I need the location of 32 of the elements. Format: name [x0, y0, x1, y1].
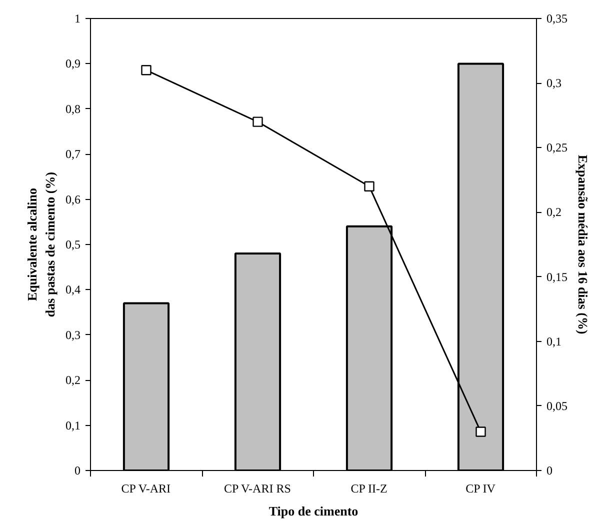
- y2-tick-label: 0: [546, 464, 552, 478]
- y-tick-label: 0,8: [66, 102, 80, 116]
- y2-tick-label: 0,05: [546, 398, 568, 413]
- y2-tick-label: 0,35: [546, 12, 568, 26]
- y2-tick-label: 0,2: [546, 205, 562, 220]
- bar: [122, 302, 170, 470]
- y-tick-label: 0,6: [66, 192, 80, 206]
- y-tick-label: 0,2: [66, 373, 80, 388]
- x-tick-label: CP V-ARI RS: [224, 482, 291, 496]
- y-tick-label: 1: [74, 12, 80, 26]
- y-axis-title: Equivalente alcalino das pastas de cimento (%): [24, 172, 58, 318]
- x-tick-label: CP V-ARI: [121, 482, 171, 496]
- bar: [234, 252, 282, 470]
- y2-tick-label: 0,15: [546, 270, 568, 284]
- y2-tick-label: 0,25: [546, 140, 568, 155]
- x-axis-title: Tipo de cimento: [268, 504, 358, 518]
- point: [364, 181, 374, 192]
- y-tick-label: 0,7: [66, 147, 80, 162]
- point: [141, 65, 152, 76]
- y-tick-label: 0,5: [66, 238, 80, 252]
- y2-tick-label: 0,3: [546, 76, 562, 90]
- y2-axis-title: Expansão média aos 16 dias (%): [576, 154, 590, 334]
- point: [476, 426, 486, 437]
- x-tick-label: CP II-Z: [350, 482, 388, 496]
- y-tick-label: 0,4: [66, 282, 80, 297]
- y-tick-label: 0,1: [66, 418, 80, 432]
- y-tick-label: 0,3: [66, 328, 80, 342]
- y-tick-label: 0,9: [66, 56, 80, 71]
- x-tick-label: CP IV: [466, 482, 496, 496]
- y2-tick-label: 0,1: [546, 334, 562, 348]
- point: [252, 116, 263, 127]
- y-tick-label: 0: [74, 464, 80, 478]
